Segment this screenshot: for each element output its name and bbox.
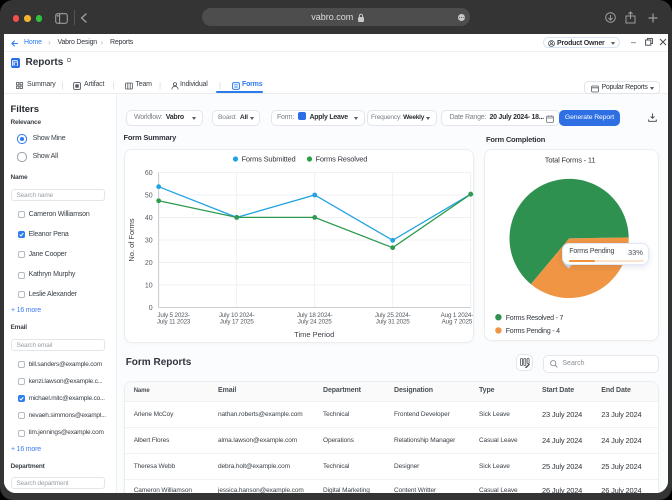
svg-text:Total Forms - 11: Total Forms - 11 xyxy=(545,156,595,165)
svg-text:July 25 2024-: July 25 2024- xyxy=(375,311,411,318)
svg-text:July 24 2025: July 24 2025 xyxy=(298,318,332,325)
svg-text:Aug 7 2025: Aug 7 2025 xyxy=(442,318,473,325)
svg-text:30: 30 xyxy=(145,237,153,244)
svg-text:10: 10 xyxy=(145,282,153,289)
svg-text:0: 0 xyxy=(149,304,153,311)
svg-text:Time Period: Time Period xyxy=(294,329,334,338)
svg-text:Forms Pending - 4: Forms Pending - 4 xyxy=(506,328,560,335)
svg-text:Aug 1 2024-: Aug 1 2024- xyxy=(441,311,474,318)
svg-text:Forms Submitted: Forms Submitted xyxy=(242,154,296,163)
svg-text:Forms Resolved - 7: Forms Resolved - 7 xyxy=(506,315,564,322)
svg-text:July 10 2024-: July 10 2024- xyxy=(219,311,255,318)
svg-text:Forms Resolved: Forms Resolved xyxy=(316,154,368,163)
svg-text:20: 20 xyxy=(145,259,153,266)
svg-text:July 11 2023: July 11 2023 xyxy=(157,318,191,325)
svg-text:July 18 2024-: July 18 2024- xyxy=(297,311,333,318)
svg-text:50: 50 xyxy=(145,192,153,199)
svg-text:July 31 2025: July 31 2025 xyxy=(376,318,410,325)
svg-text:July 5 2023-: July 5 2023- xyxy=(158,311,190,318)
svg-text:60: 60 xyxy=(145,169,153,176)
svg-text:July 17 2025: July 17 2025 xyxy=(220,318,254,325)
svg-text:No. of Forms: No. of Forms xyxy=(127,218,136,262)
svg-text:40: 40 xyxy=(145,214,153,221)
